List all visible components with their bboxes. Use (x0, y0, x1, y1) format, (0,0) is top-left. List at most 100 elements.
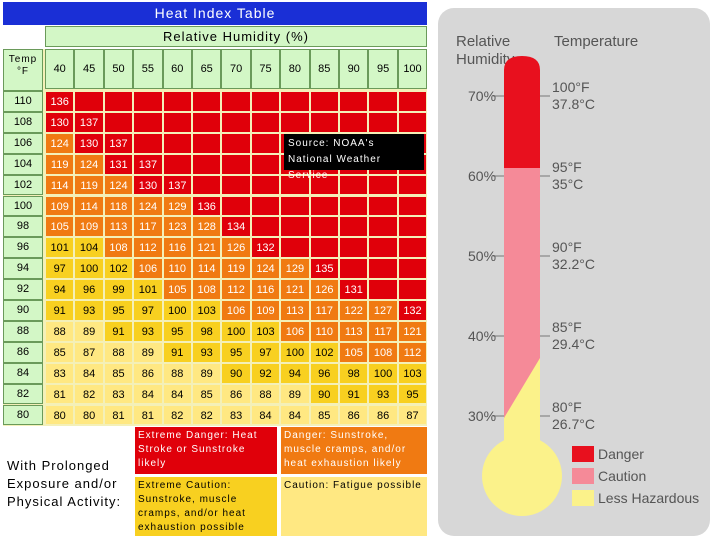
empty-danger-cell (103, 111, 134, 133)
heat-index-cell: 88 (250, 383, 281, 405)
heat-index-cell: 89 (192, 362, 222, 384)
temperature-row-header: 94 (3, 258, 43, 280)
thermo-humidity-label: 30% (468, 408, 496, 424)
heat-index-cell: 121 (280, 279, 310, 300)
empty-danger-cell (368, 237, 398, 259)
heat-index-cell: 113 (103, 216, 134, 238)
heat-index-cell: 88 (162, 362, 192, 384)
empty-danger-cell (221, 91, 251, 112)
thermo-temperature-title: Temperature (554, 33, 638, 50)
heat-index-cell: 101 (45, 237, 75, 259)
heat-index-cell: 124 (74, 153, 104, 175)
heat-index-cell: 80 (74, 404, 104, 426)
heat-index-cell: 86 (339, 404, 369, 426)
heat-index-cell: 128 (192, 216, 222, 238)
humidity-header-cell: 95 (368, 49, 398, 89)
heat-index-cell: 86 (368, 404, 398, 426)
heat-index-cell: 112 (397, 341, 428, 363)
empty-danger-cell (280, 237, 310, 259)
heat-index-cell: 100 (368, 362, 398, 384)
heat-index-cell: 131 (103, 153, 134, 175)
heat-index-cell: 117 (368, 320, 398, 342)
heat-index-cell: 82 (162, 404, 192, 426)
temperature-row-header: 92 (3, 279, 43, 300)
empty-danger-cell (397, 279, 428, 300)
empty-danger-cell (192, 132, 222, 154)
empty-danger-cell (280, 91, 310, 112)
temp-corner-label: Temp °F (3, 49, 43, 91)
heat-index-cell: 97 (133, 300, 163, 321)
heat-index-cell: 124 (103, 174, 134, 196)
thermo-legend-label: Caution (598, 468, 646, 484)
temperature-row-header: 82 (3, 383, 43, 405)
heat-index-cell: 81 (133, 404, 163, 426)
humidity-header-cell: 85 (309, 49, 339, 89)
humidity-header-cell: 45 (74, 49, 104, 89)
heat-index-cell: 86 (133, 362, 163, 384)
heat-index-cell: 119 (221, 258, 251, 280)
heat-index-cell: 127 (368, 300, 398, 321)
heat-index-cell: 85 (192, 383, 222, 405)
heat-index-cell: 124 (133, 195, 163, 217)
temperature-row-header: 98 (3, 216, 43, 238)
empty-danger-cell (133, 132, 163, 154)
heat-index-cell: 85 (103, 362, 134, 384)
legend-caution: Caution: Fatigue possible (281, 477, 427, 536)
heat-index-cell: 95 (103, 300, 134, 321)
heat-index-cell: 105 (45, 216, 75, 238)
temperature-row-header: 84 (3, 362, 43, 384)
empty-danger-cell (339, 258, 369, 280)
empty-danger-cell (192, 111, 222, 133)
heat-index-cell: 91 (45, 300, 75, 321)
legend-extreme-caution: Extreme Caution: Sunstroke, muscle cramp… (135, 477, 277, 536)
heat-index-cell: 109 (74, 216, 104, 238)
heat-index-cell: 83 (221, 404, 251, 426)
heat-index-cell: 82 (192, 404, 222, 426)
empty-danger-cell (162, 132, 192, 154)
heat-index-cell: 119 (74, 174, 104, 196)
heat-index-cell: 114 (192, 258, 222, 280)
thermo-tempc-label: 29.4°C (552, 336, 595, 352)
heat-index-cell: 95 (221, 341, 251, 363)
thermo-humidity-label: 70% (468, 88, 496, 104)
temp-unit: °F (16, 66, 30, 77)
heat-index-cell: 116 (250, 279, 281, 300)
heat-index-cell: 94 (45, 279, 75, 300)
empty-danger-cell (221, 111, 251, 133)
heat-index-cell: 93 (74, 300, 104, 321)
empty-danger-cell (280, 216, 310, 238)
temperature-row-header: 108 (3, 111, 43, 133)
thermo-tempf-label: 100°F (552, 79, 590, 95)
empty-danger-cell (309, 195, 339, 217)
heat-index-cell: 103 (192, 300, 222, 321)
heat-index-grid: 40 45 50 55 60 65 70 75 80 85 90 95 100 110 136 108 130 1… (3, 49, 428, 426)
heat-index-cell: 119 (45, 153, 75, 175)
heat-index-cell: 105 (162, 279, 192, 300)
heat-index-cell: 104 (74, 237, 104, 259)
empty-danger-cell (103, 91, 134, 112)
heat-index-cell: 137 (103, 132, 134, 154)
heat-index-cell: 121 (192, 237, 222, 259)
thermo-tempf-label: 95°F (552, 159, 582, 175)
heat-index-cell: 130 (74, 132, 104, 154)
heat-index-cell: 81 (103, 404, 134, 426)
empty-danger-cell (221, 153, 251, 175)
empty-danger-cell (397, 174, 428, 196)
empty-danger-cell (339, 216, 369, 238)
heat-index-cell: 91 (162, 341, 192, 363)
empty-danger-cell (192, 174, 222, 196)
thermo-humidity-label: 50% (468, 248, 496, 264)
temperature-row-header: 90 (3, 300, 43, 321)
heat-index-cell: 88 (103, 341, 134, 363)
humidity-header-cell: 40 (45, 49, 75, 89)
heat-index-cell: 112 (221, 279, 251, 300)
empty-danger-cell (309, 91, 339, 112)
temp-label: Temp (8, 54, 38, 65)
heat-index-cell: 108 (368, 341, 398, 363)
empty-danger-cell (250, 111, 281, 133)
heat-index-table: Heat Index Table Relative Humidity (%) 4… (3, 2, 428, 538)
temperature-row-header: 80 (3, 404, 43, 426)
heat-index-cell: 83 (45, 362, 75, 384)
heat-index-cell: 114 (45, 174, 75, 196)
empty-danger-cell (368, 174, 398, 196)
